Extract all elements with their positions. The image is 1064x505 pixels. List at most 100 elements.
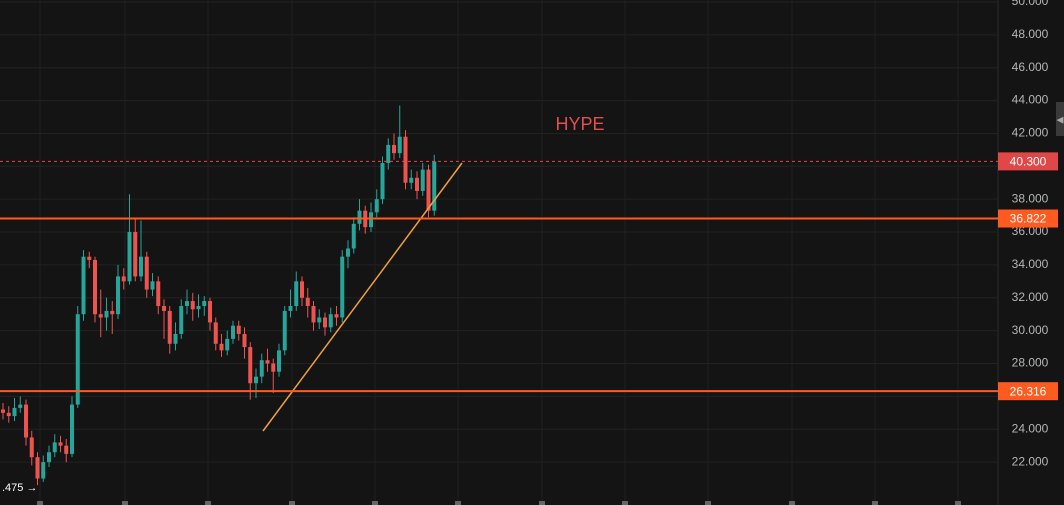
candle-body <box>271 363 276 372</box>
candle-body <box>208 301 212 323</box>
candle-body <box>374 199 379 213</box>
candle-body <box>35 457 40 479</box>
candle-body <box>93 259 97 315</box>
candle-body <box>277 350 281 372</box>
candle-body <box>340 256 345 318</box>
low-marker-label: .475 → <box>2 482 37 494</box>
scroll-handle[interactable] <box>1056 102 1064 136</box>
candle-body <box>87 256 92 260</box>
candle-body <box>328 314 333 328</box>
candle-body <box>392 144 396 154</box>
candle-body <box>288 305 293 311</box>
last-price-box <box>998 152 1058 171</box>
time-tick <box>205 501 211 505</box>
y-tick-label: 42.000 <box>1012 126 1049 140</box>
candle-body <box>81 256 86 315</box>
time-tick <box>789 501 795 505</box>
candle-body <box>294 281 299 306</box>
candle-body <box>231 325 235 339</box>
time-tick <box>539 501 545 505</box>
chart-title: HYPE <box>555 114 604 134</box>
candle-body <box>369 212 373 228</box>
candle-body <box>346 248 350 257</box>
time-tick <box>372 501 378 505</box>
candle-body <box>225 338 230 351</box>
candle-body <box>150 281 155 290</box>
time-tick <box>622 501 628 505</box>
candle-body <box>305 297 310 306</box>
time-tick <box>37 501 43 505</box>
candle-body <box>219 343 224 351</box>
candle-body <box>351 223 356 249</box>
candle-body <box>133 232 138 277</box>
candle-body <box>259 360 264 377</box>
candle-body <box>196 305 201 310</box>
candle-body <box>18 404 23 408</box>
y-tick-label: 32.000 <box>1012 290 1049 304</box>
candle-body <box>12 407 17 417</box>
trend-line <box>262 162 463 432</box>
level-label: 26.316 <box>1010 384 1047 398</box>
candle-body <box>397 136 402 154</box>
candle-body <box>380 163 385 200</box>
candle-body <box>213 322 218 344</box>
candle-body <box>317 317 322 323</box>
candle-body <box>202 301 207 306</box>
candle-body <box>121 276 126 282</box>
last-price-label: 40.300 <box>1010 155 1047 169</box>
candle-body <box>415 177 419 191</box>
candle-body <box>52 442 57 453</box>
level-label: 36.822 <box>1010 212 1047 226</box>
candle-body <box>248 347 253 384</box>
candle-body <box>24 404 28 438</box>
candle-body <box>127 232 132 282</box>
candle-body <box>265 360 270 364</box>
candle-body <box>420 169 425 191</box>
candle-body <box>41 462 46 479</box>
candle-body <box>162 305 166 311</box>
candle-body <box>75 314 80 405</box>
y-tick-label: 48.000 <box>1012 27 1049 41</box>
y-tick-label: 34.000 <box>1012 257 1049 271</box>
y-tick-label: 22.000 <box>1012 454 1049 468</box>
time-grid <box>37 0 961 505</box>
candle-body <box>311 305 316 323</box>
y-tick-label: 44.000 <box>1012 93 1049 107</box>
candle-body <box>1 409 5 413</box>
time-tick <box>955 501 961 505</box>
candle-body <box>173 333 178 344</box>
candle-body <box>144 256 149 290</box>
candle-body <box>403 136 408 183</box>
y-tick-label: 28.000 <box>1012 356 1049 370</box>
candle-body <box>409 177 414 183</box>
candle-body <box>300 281 304 298</box>
candle-body <box>98 314 103 318</box>
scroll-arrow[interactable]: ◀ <box>1057 114 1064 124</box>
candle-body <box>426 169 431 211</box>
candle-body <box>29 437 34 458</box>
y-tick-label: 24.000 <box>1012 421 1049 435</box>
y-tick-label: 38.000 <box>1012 191 1049 205</box>
candle-body <box>116 276 120 315</box>
candle-body <box>190 301 195 310</box>
candle-body <box>334 314 339 318</box>
candle-body <box>6 412 11 417</box>
candle-body <box>323 317 327 328</box>
candle-body <box>167 310 172 344</box>
candle-body <box>185 301 189 306</box>
y-tick-label: 36.000 <box>1012 224 1049 238</box>
candle-body <box>110 310 115 315</box>
y-tick-label: 50.000 <box>1012 0 1049 8</box>
candle-body <box>242 333 247 348</box>
level-box <box>998 209 1058 228</box>
time-tick <box>872 501 878 505</box>
candle-body <box>357 210 362 224</box>
candle-body <box>254 376 258 384</box>
candle-body <box>386 144 391 164</box>
candle-body <box>282 310 287 351</box>
time-tick <box>455 501 461 505</box>
candle-body <box>179 305 184 334</box>
candle-body <box>70 404 74 454</box>
